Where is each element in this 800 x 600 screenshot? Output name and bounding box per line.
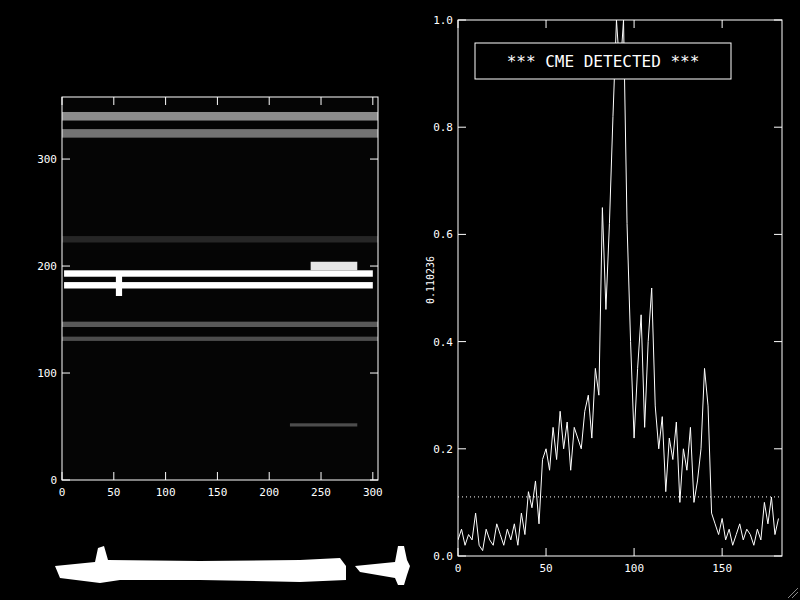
intensity-band <box>62 322 378 327</box>
x-tick <box>546 548 547 556</box>
x-tick <box>372 97 373 105</box>
y-tick <box>458 448 466 449</box>
y-tick <box>774 341 782 342</box>
intensity-band <box>311 262 358 271</box>
y-tick <box>774 448 782 449</box>
x-tick-label: 0 <box>455 562 462 575</box>
y-tick <box>370 159 378 160</box>
image-bg <box>62 97 378 480</box>
x-tick <box>458 20 459 28</box>
resize-grip <box>788 588 798 598</box>
x-tick <box>546 20 547 28</box>
x-tick-label: 150 <box>712 562 732 575</box>
x-tick <box>217 97 218 105</box>
x-tick-label: 0 <box>59 486 66 499</box>
y-tick-label: 300 <box>37 153 57 166</box>
y-label: 0.110236 <box>425 256 436 304</box>
x-tick <box>62 472 63 480</box>
x-tick-label: 200 <box>259 486 279 499</box>
y-tick-label: 0 <box>50 474 57 487</box>
y-tick <box>370 480 378 481</box>
intensity-band <box>116 275 122 296</box>
x-tick <box>62 97 63 105</box>
x-tick <box>165 97 166 105</box>
y-tick <box>458 127 466 128</box>
y-tick-label: 0.8 <box>433 121 453 134</box>
y-tick-label: 0.0 <box>433 550 453 563</box>
x-tick <box>113 97 114 105</box>
x-tick <box>722 20 723 28</box>
title-box <box>475 43 731 79</box>
intensity-band <box>290 423 357 426</box>
marks <box>458 20 782 551</box>
x-tick <box>113 472 114 480</box>
chart: 0 50 100 150 200 250 300 0 100 200 300 <box>37 97 383 499</box>
y-tick <box>62 480 70 481</box>
intensity-band <box>62 337 378 341</box>
x-tick <box>269 472 270 480</box>
x-tick-label: 150 <box>207 486 227 499</box>
chart: *** CME DETECTED *** 0.110236 0 50 100 150 0.0… <box>425 14 782 575</box>
y-tick <box>458 20 466 21</box>
y-tick <box>458 556 466 557</box>
y-tick-label: 1.0 <box>433 14 453 27</box>
intensity-band <box>62 112 378 121</box>
y-tick <box>62 159 70 160</box>
x-tick <box>634 548 635 556</box>
y-tick-label: 100 <box>37 367 57 380</box>
background <box>0 0 800 600</box>
x-tick <box>321 472 322 480</box>
marks <box>62 97 378 480</box>
y-tick-label: 0.6 <box>433 228 453 241</box>
x-tick-label: 250 <box>311 486 331 499</box>
intensity-band <box>62 236 378 242</box>
profile-line <box>458 20 778 551</box>
y-tick <box>774 127 782 128</box>
y-tick <box>370 373 378 374</box>
y-tick <box>774 234 782 235</box>
x-tick <box>217 472 218 480</box>
intensity-band <box>64 270 373 276</box>
y-tick-label: 0.2 <box>433 443 453 456</box>
y-tick <box>458 341 466 342</box>
x-tick-label: 300 <box>363 486 383 499</box>
x-tick-label: 50 <box>107 486 120 499</box>
x-tick <box>321 97 322 105</box>
y-tick-label: 200 <box>37 260 57 273</box>
x-tick <box>165 472 166 480</box>
y-tick-label: 0.4 <box>433 336 453 349</box>
x-tick <box>269 97 270 105</box>
x-tick <box>634 20 635 28</box>
intensity-band <box>64 282 373 288</box>
mask-shape <box>55 546 346 583</box>
mask-shape <box>355 546 410 585</box>
y-tick <box>774 20 782 21</box>
x-tick <box>458 548 459 556</box>
x-tick-label: 100 <box>624 562 644 575</box>
threshold-line <box>458 496 782 497</box>
plot-frame <box>62 97 378 480</box>
title: *** CME DETECTED *** <box>507 52 700 71</box>
intensity-band <box>62 129 378 138</box>
page: 0 50 100 150 200 250 300 0 100 200 300 *** CME DETE… <box>0 0 800 600</box>
y-tick <box>458 234 466 235</box>
plot-frame <box>458 20 782 556</box>
y-tick <box>62 266 70 267</box>
x-tick-label: 100 <box>156 486 176 499</box>
x-tick <box>722 548 723 556</box>
y-tick <box>774 556 782 557</box>
x-tick <box>372 472 373 480</box>
y-tick <box>62 373 70 374</box>
y-tick <box>370 266 378 267</box>
x-tick-label: 50 <box>539 562 552 575</box>
